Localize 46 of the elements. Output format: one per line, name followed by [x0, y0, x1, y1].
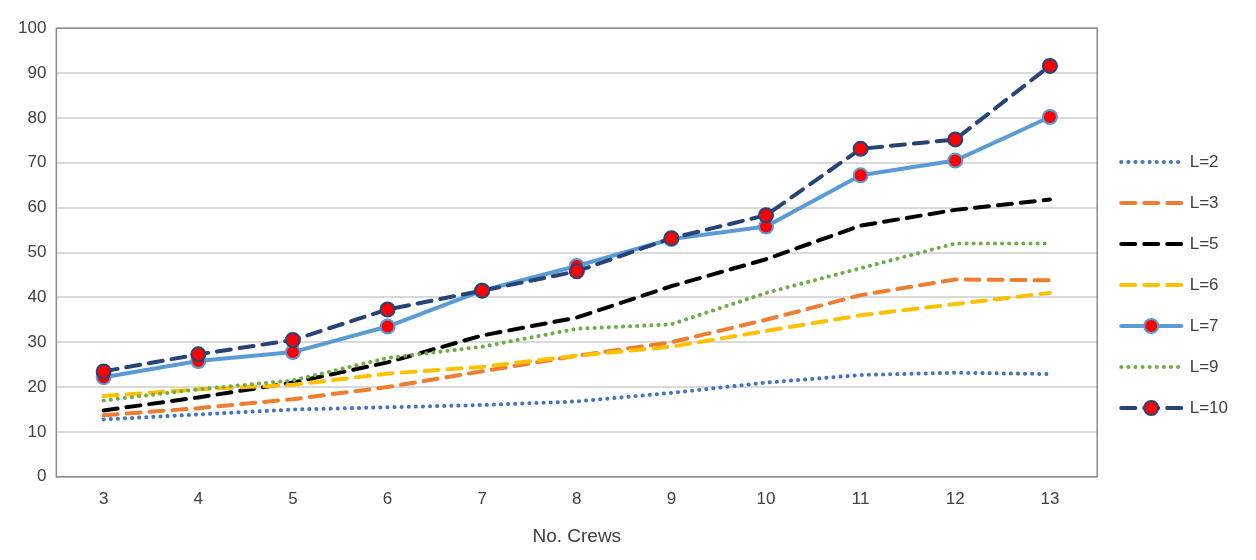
x-tick-label: 12 [945, 488, 965, 508]
line-series [101, 277, 1052, 418]
x-tick-label: 6 [382, 488, 393, 508]
y-tick-label: 10 [27, 421, 47, 441]
y-tick-label: 100 [17, 17, 47, 37]
x-tick-label: 8 [572, 488, 582, 508]
y-tick-label: 40 [27, 287, 47, 307]
x-tick-label: 10 [756, 488, 776, 508]
line-series [101, 197, 1052, 413]
x-tick-label: 5 [288, 488, 298, 508]
legend-label: L=9 [1189, 356, 1219, 376]
y-tick-label: 70 [27, 152, 47, 172]
point [379, 301, 396, 318]
point [190, 346, 207, 363]
point [568, 263, 585, 280]
legend-label: L=5 [1189, 233, 1219, 253]
x-tick-label: 7 [477, 488, 487, 508]
x-tick-label: 13 [1040, 488, 1060, 508]
y-tick-label: 50 [27, 242, 47, 262]
point [947, 152, 964, 169]
point [1041, 57, 1058, 74]
legend-label: L=2 [1189, 151, 1219, 171]
point [758, 207, 775, 224]
y-tick-label: 60 [27, 197, 47, 217]
point [852, 140, 869, 157]
x-tick-label: 4 [193, 488, 204, 508]
point [284, 331, 301, 348]
line-series [101, 290, 1052, 399]
point [1041, 109, 1058, 126]
legend-label: L=10 [1189, 397, 1229, 417]
x-tick-label: 11 [851, 488, 870, 508]
x-tick-label: 9 [666, 488, 677, 508]
y-tick-label: 90 [27, 62, 47, 82]
y-tick-label: 80 [27, 107, 47, 127]
y-tick-label: 20 [27, 376, 47, 396]
legend-label: L=6 [1189, 274, 1219, 294]
legend-label: L=7 [1189, 315, 1219, 335]
point [95, 363, 112, 380]
point [379, 318, 396, 335]
y-tick-label: 0 [36, 466, 47, 486]
point [947, 131, 964, 148]
point [852, 167, 869, 184]
y-tick-label: 30 [27, 331, 47, 351]
x-tick-label: 3 [98, 488, 109, 508]
x-axis-title: No. Crews [532, 524, 622, 546]
legend-label: L=3 [1189, 192, 1219, 212]
